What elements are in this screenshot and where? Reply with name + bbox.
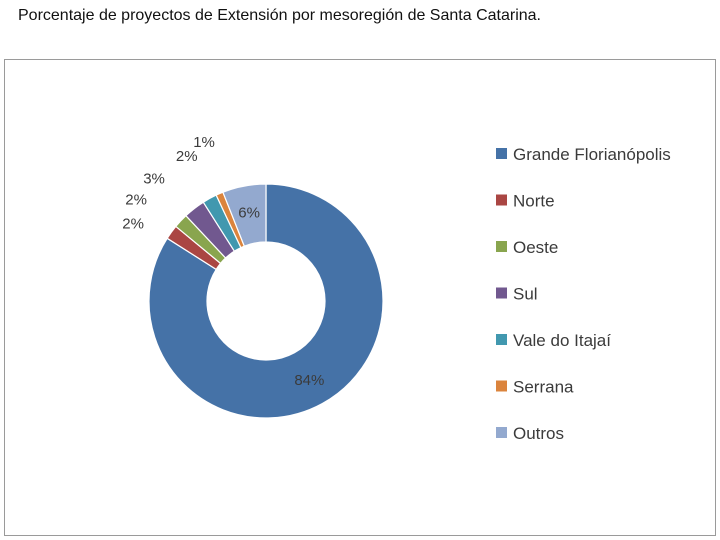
legend-swatch-serrana <box>496 380 507 392</box>
legend-swatch-outros <box>496 427 507 438</box>
chart-slices <box>148 183 384 419</box>
legend-swatch-grande-florianopolis <box>496 148 507 159</box>
data-label-norte: 2% <box>122 216 144 233</box>
slide-title: Porcentaje de proyectos de Extensión por… <box>18 7 541 24</box>
legend-label-norte: Norte <box>513 192 555 211</box>
doughnut-chart: 84%2%2%3%2%1%6% Grande FlorianópolisNort… <box>122 134 671 443</box>
data-label-outros: 6% <box>238 205 260 222</box>
data-label-oeste: 2% <box>125 192 147 209</box>
legend-label-vale-do-itajai: Vale do Itajaí <box>513 331 611 350</box>
legend-swatch-norte <box>496 194 507 206</box>
chart-legend: Grande Florianópolis Norte Oeste Sul Vale do… <box>496 145 671 443</box>
legend-label-sul: Sul <box>513 285 538 304</box>
data-label-serrana: 1% <box>193 134 215 151</box>
data-label-sul: 3% <box>143 170 165 187</box>
data-label-vale-do-itajai: 2% <box>176 148 198 165</box>
chart-frame: 84% 2% 2% 3% 2% 1% 6% Grande Florianópolis Nort… <box>4 59 716 536</box>
legend-swatch-vale-do-itajai <box>496 334 507 345</box>
legend-swatch-sul <box>496 287 507 299</box>
legend-label-outros: Outros <box>513 424 564 443</box>
data-label-grande-florianopolis: 84% <box>294 372 324 389</box>
legend-label-serrana: Serrana <box>513 378 574 397</box>
legend-swatch-oeste <box>496 241 507 252</box>
slice-grande-florianopolis <box>148 183 384 419</box>
slice-outros <box>222 183 267 247</box>
chart-data-labels: 84%2%2%3%2%1%6% <box>122 134 324 389</box>
legend-label-grande-florianopolis: Grande Florianópolis <box>513 145 671 164</box>
legend-label-oeste: Oeste <box>513 238 558 257</box>
